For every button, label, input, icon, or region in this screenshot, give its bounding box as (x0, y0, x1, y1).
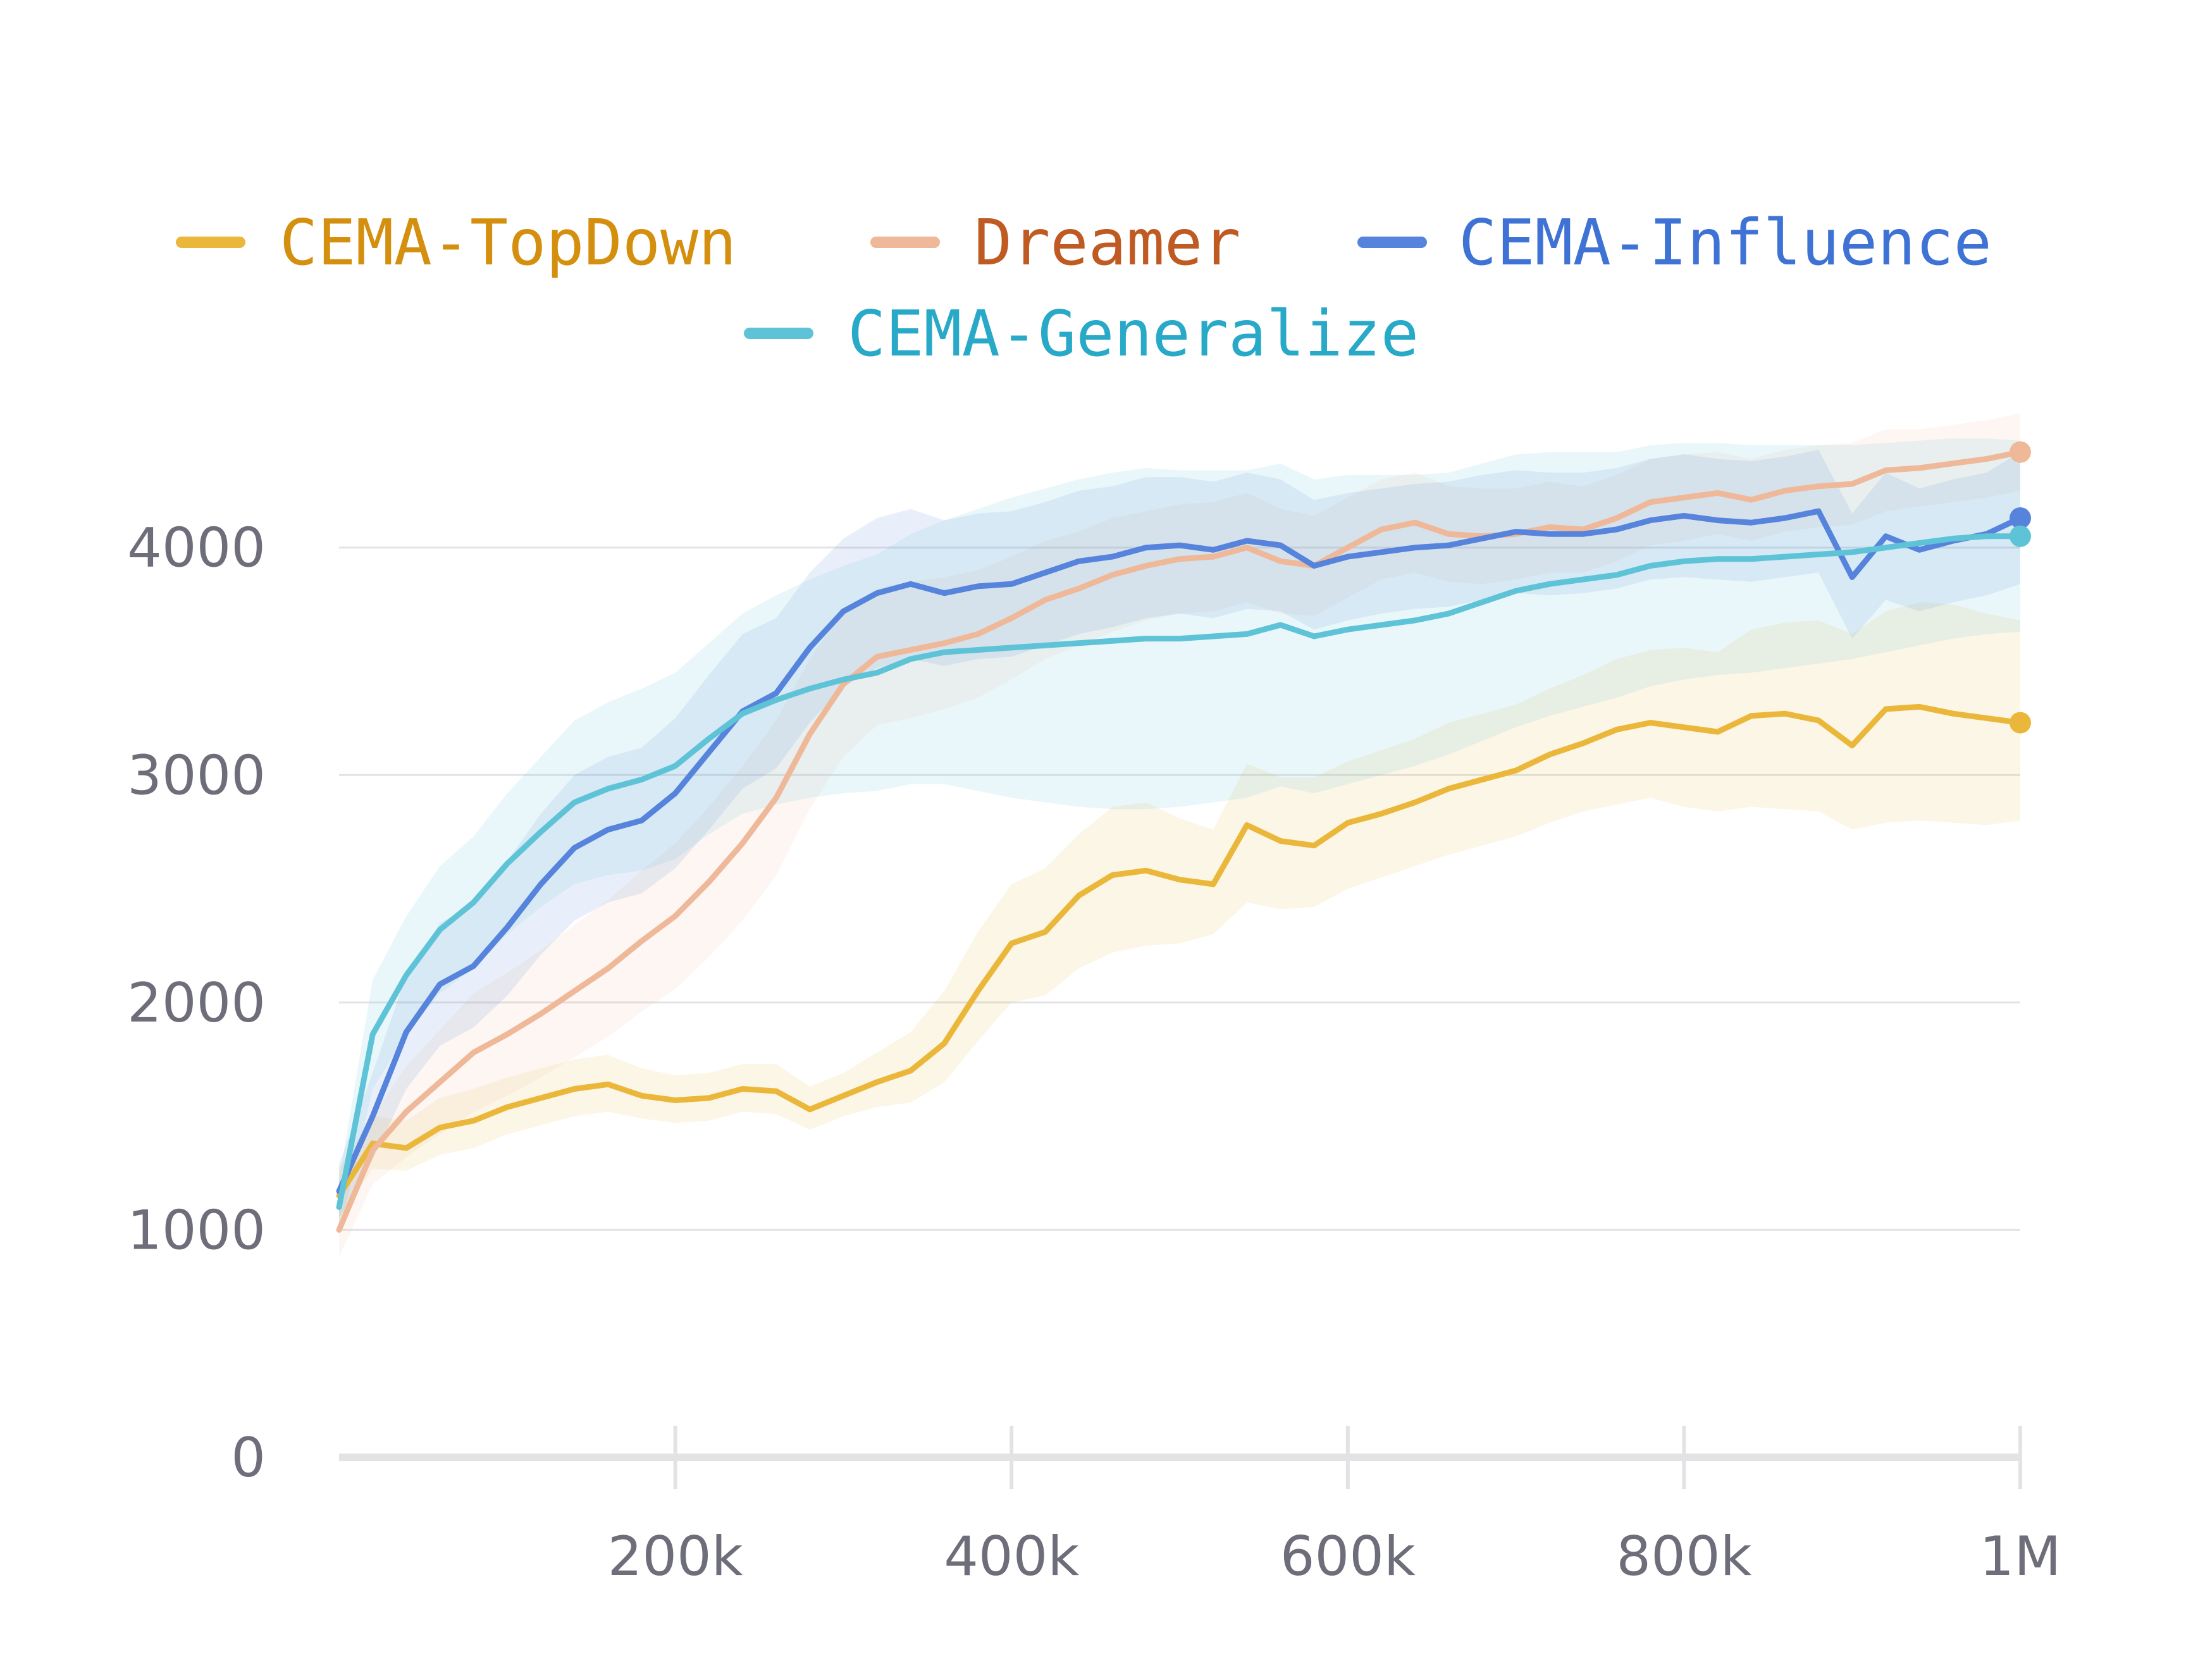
line-cema-influence (336, 508, 2023, 1194)
band-dreamer (339, 413, 2020, 1257)
endpoint-dreamer (2010, 441, 2031, 463)
legend-label-cema-influence: CEMA-Influence (1459, 206, 1992, 280)
y-tick-label: 2000 (127, 972, 266, 1035)
x-tick-label: 400k (944, 1525, 1079, 1588)
line-cema-generalize (336, 533, 2023, 1210)
legend-item-cema-influence: CEMA-Influence (1357, 206, 1992, 280)
legend-item-cema-topdown: CEMA-TopDown (176, 206, 736, 280)
confidence-bands (339, 413, 2020, 1257)
y-tick-label: 4000 (127, 517, 266, 580)
legend-swatch-cema-influence (1357, 237, 1427, 248)
endpoint-cema-generalize (2010, 525, 2031, 547)
series-lines (336, 449, 2023, 1233)
x-tick-label: 600k (1280, 1525, 1416, 1588)
x-tick-label: 800k (1616, 1525, 1751, 1588)
legend-swatch-dreamer (870, 237, 940, 248)
endpoint-cema-topdown (2010, 712, 2031, 734)
y-tick-label: 0 (231, 1426, 266, 1490)
band-cema-influence (339, 450, 2020, 1219)
y-axis: 0 1000 2000 3000 4000 (127, 517, 266, 1490)
endpoint-cema-influence (2010, 507, 2031, 529)
x-tick-label: 200k (608, 1525, 743, 1588)
legend-swatch-cema-generalize (744, 328, 813, 339)
y-tick-label: 3000 (127, 744, 266, 807)
y-tick-label: 1000 (127, 1199, 266, 1262)
legend-item-dreamer: Dreamer (870, 206, 1240, 280)
legend-label-cema-topdown: CEMA-TopDown (280, 206, 736, 280)
x-tick-label: 1M (1980, 1525, 2061, 1588)
legend-swatch-cema-topdown (176, 237, 245, 248)
x-axis: 200k 400k 600k 800k 1M (339, 1426, 2061, 1588)
legend-item-cema-generalize: CEMA-Generalize (744, 297, 1419, 371)
line-cema-topdown (336, 703, 2023, 1199)
legend: CEMA-TopDown Dreamer CEMA-Influence CEMA… (176, 206, 1992, 371)
line-dreamer (336, 449, 2023, 1233)
series-endpoints (2010, 441, 2031, 734)
legend-label-cema-generalize: CEMA-Generalize (848, 297, 1419, 371)
legend-label-dreamer: Dreamer (974, 206, 1240, 280)
band-cema-topdown (339, 602, 2020, 1219)
band-cema-generalize (339, 438, 2020, 1235)
